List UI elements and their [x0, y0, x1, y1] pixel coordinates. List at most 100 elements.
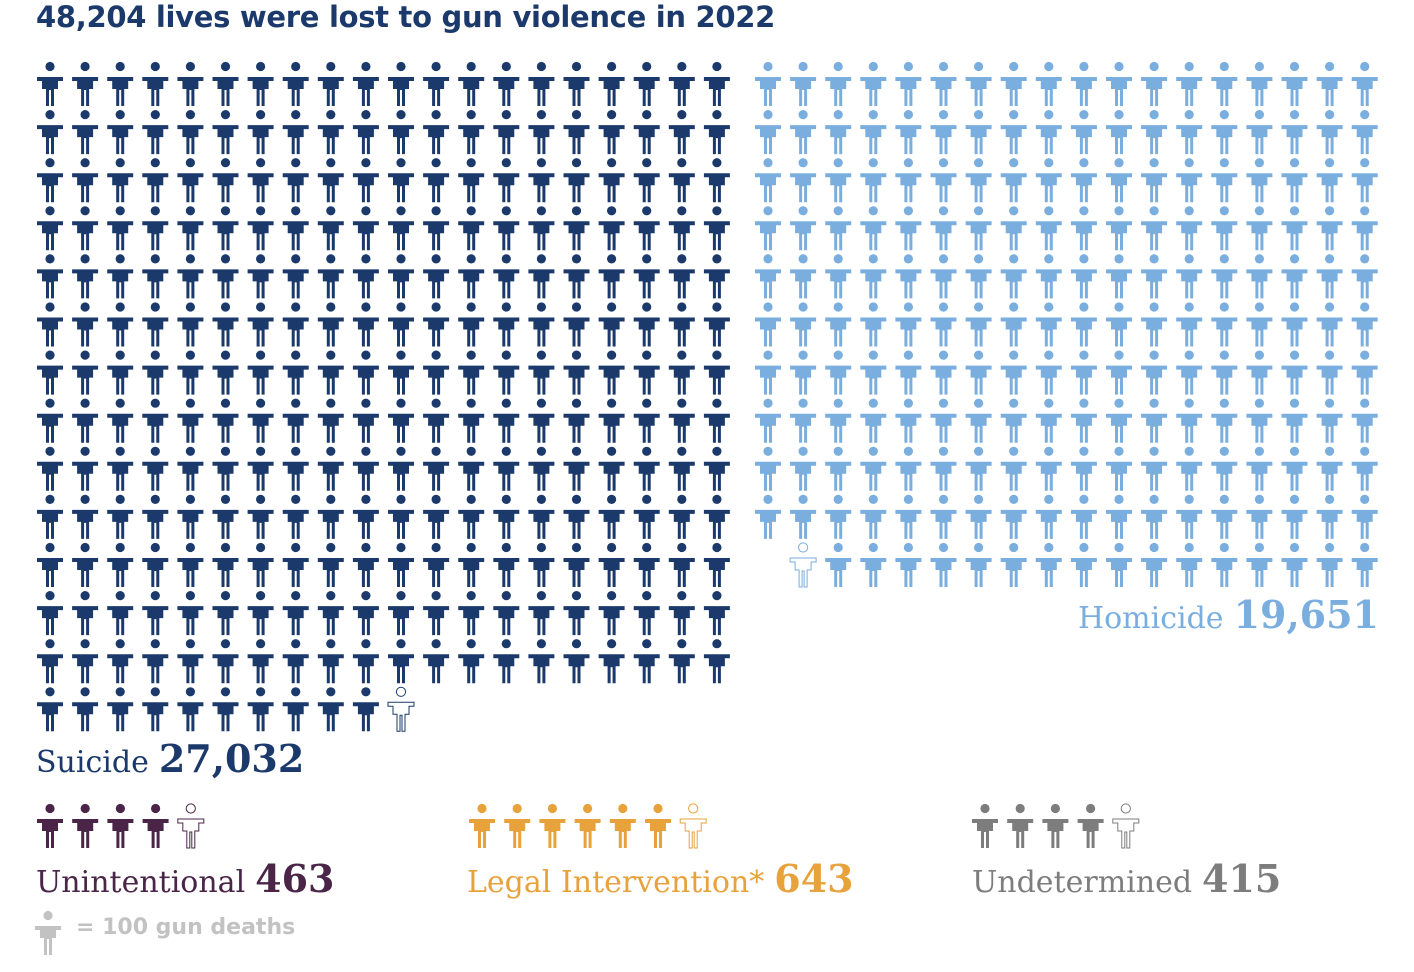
homicide-icon — [755, 158, 781, 203]
suicide-icon — [177, 591, 204, 636]
suicide-icon — [247, 158, 274, 203]
suicide-icon — [72, 398, 99, 443]
homicide-icon — [1106, 302, 1132, 347]
suicide-icon — [107, 206, 134, 251]
homicide-icon — [1316, 254, 1343, 299]
suicide-icon — [598, 206, 625, 251]
suicide-icon — [423, 446, 450, 491]
suicide-icon — [142, 542, 169, 587]
homicide-icon — [1070, 61, 1097, 106]
suicide-icon — [247, 542, 274, 587]
suicide-icon — [423, 158, 450, 203]
homicide-icon — [1211, 61, 1238, 106]
undetermined-label: Undetermined 415 — [972, 856, 1281, 901]
unintentional-partial-icon — [177, 803, 205, 849]
suicide-icon — [458, 158, 485, 203]
suicide-icon — [282, 302, 309, 347]
homicide-icon — [965, 206, 992, 251]
suicide-icon — [352, 398, 379, 443]
homicide-icon — [825, 494, 852, 539]
homicide-icon — [1281, 158, 1308, 203]
homicide-icon — [1176, 61, 1203, 106]
homicide-icon — [1211, 206, 1238, 251]
suicide-icon — [72, 254, 99, 299]
suicide-icon — [282, 110, 309, 155]
suicide-icon — [633, 254, 660, 299]
homicide-icon — [1141, 158, 1168, 203]
suicide-icon — [458, 206, 485, 251]
suicide-icon — [142, 446, 169, 491]
homicide-icon — [825, 206, 852, 251]
suicide-icon — [703, 206, 730, 251]
undetermined-icon — [972, 803, 998, 848]
suicide-icon — [37, 302, 63, 347]
homicide-icon — [755, 61, 781, 106]
homicide-icon — [1316, 206, 1343, 251]
suicide-icon — [247, 110, 274, 155]
suicide-icon — [37, 206, 63, 251]
suicide-icon — [247, 591, 274, 636]
suicide-icon — [703, 542, 730, 587]
homicide-icon — [1246, 61, 1273, 106]
suicide-icon — [703, 639, 730, 684]
undetermined-value: 415 — [1202, 856, 1282, 901]
homicide-icon — [825, 302, 852, 347]
homicide-icon — [1106, 158, 1132, 203]
suicide-icon — [177, 350, 204, 395]
homicide-icon — [1316, 350, 1343, 395]
legal-intervention-partial-icon — [679, 803, 707, 849]
homicide-icon — [825, 254, 852, 299]
homicide-icon — [1000, 494, 1027, 539]
suicide-icon — [107, 639, 134, 684]
suicide-icon — [37, 158, 63, 203]
suicide-icon — [388, 350, 414, 395]
homicide-icon — [1246, 446, 1273, 491]
homicide-icon — [1106, 446, 1132, 491]
homicide-icon — [825, 158, 852, 203]
suicide-icon — [282, 446, 309, 491]
suicide-icon — [352, 639, 379, 684]
suicide-icon — [388, 158, 414, 203]
homicide-icon — [1141, 61, 1168, 106]
suicide-icon — [703, 494, 730, 539]
suicide-icon — [142, 61, 169, 106]
suicide-icon — [212, 446, 239, 491]
suicide-icon — [633, 206, 660, 251]
homicide-icon — [1281, 446, 1308, 491]
suicide-icon — [177, 254, 204, 299]
suicide-icon — [247, 61, 274, 106]
homicide-icon — [1281, 110, 1308, 155]
homicide-icon — [1070, 110, 1097, 155]
suicide-icon — [107, 591, 134, 636]
homicide-icon — [1246, 494, 1273, 539]
suicide-icon — [528, 302, 555, 347]
suicide-icon — [458, 110, 485, 155]
legend-key-icon — [35, 910, 61, 955]
suicide-icon — [598, 350, 625, 395]
homicide-icon — [1141, 350, 1168, 395]
homicide-icon — [1141, 254, 1168, 299]
homicide-icon — [930, 302, 957, 347]
suicide-icon — [317, 591, 344, 636]
suicide-icon — [37, 639, 63, 684]
suicide-icon — [72, 687, 99, 732]
suicide-icon — [317, 61, 344, 106]
suicide-icon — [423, 350, 450, 395]
suicide-icon — [563, 206, 590, 251]
undetermined-icon — [1007, 803, 1034, 848]
homicide-icon — [755, 206, 781, 251]
homicide-icon — [825, 398, 852, 443]
homicide-icon — [1316, 494, 1343, 539]
unintentional-name: Unintentional — [36, 865, 246, 900]
homicide-icon — [755, 494, 781, 539]
suicide-icon — [423, 206, 450, 251]
suicide-icon — [493, 350, 520, 395]
homicide-icon — [895, 158, 922, 203]
suicide-icon — [493, 158, 520, 203]
suicide-icon — [633, 61, 660, 106]
suicide-icon — [598, 494, 625, 539]
suicide-icon — [598, 591, 625, 636]
suicide-icon — [142, 398, 169, 443]
homicide-icon — [1281, 494, 1308, 539]
